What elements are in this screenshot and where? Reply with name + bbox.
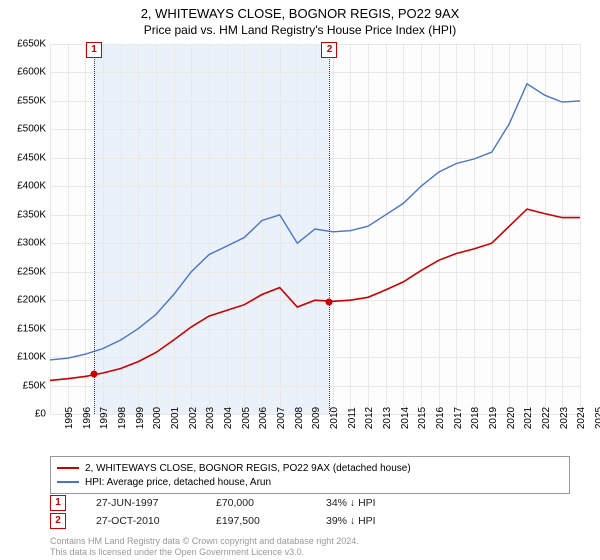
y-tick-label: £250K: [17, 266, 46, 277]
sale-marker-2: 2: [50, 513, 66, 529]
legend-label-hpi: HPI: Average price, detached house, Arun: [85, 477, 271, 488]
sale-date-1: 27-JUN-1997: [96, 497, 186, 509]
y-tick-label: £350K: [17, 209, 46, 220]
y-tick-label: £50K: [23, 380, 46, 391]
legend-label-address: 2, WHITEWAYS CLOSE, BOGNOR REGIS, PO22 9…: [85, 463, 411, 474]
footer-line-1: Contains HM Land Registry data © Crown c…: [50, 536, 580, 547]
chart-footer: Contains HM Land Registry data © Crown c…: [50, 536, 580, 558]
sale-row-1: 1 27-JUN-1997 £70,000 34% ↓ HPI: [50, 494, 580, 512]
gridline-v: [580, 44, 581, 414]
sale-point-dot: [326, 298, 333, 305]
sale-vline: [329, 44, 330, 414]
x-tick-label: 2025: [580, 407, 600, 429]
y-tick-label: £100K: [17, 352, 46, 363]
sale-marker-1: 1: [50, 495, 66, 511]
legend-swatch-hpi: [57, 481, 79, 483]
legend-item-address: 2, WHITEWAYS CLOSE, BOGNOR REGIS, PO22 9…: [57, 461, 563, 475]
series-line-hpi_arun: [50, 84, 580, 360]
sale-delta-1: 34% ↓ HPI: [326, 497, 376, 509]
chart-title-address: 2, WHITEWAYS CLOSE, BOGNOR REGIS, PO22 9…: [0, 6, 600, 21]
chart-lines-svg: [50, 44, 580, 414]
sale-vline: [94, 44, 95, 414]
sale-price-2: £197,500: [216, 515, 296, 527]
legend-item-hpi: HPI: Average price, detached house, Arun: [57, 475, 563, 489]
y-tick-label: £200K: [17, 295, 46, 306]
chart-legend: 2, WHITEWAYS CLOSE, BOGNOR REGIS, PO22 9…: [50, 456, 570, 494]
sale-row-2: 2 27-OCT-2010 £197,500 39% ↓ HPI: [50, 512, 580, 530]
sale-marker-box: 2: [321, 42, 337, 58]
sale-date-2: 27-OCT-2010: [96, 515, 186, 527]
y-tick-label: £600K: [17, 67, 46, 78]
chart-plot-area: 12 £0£50K£100K£150K£200K£250K£300K£350K£…: [50, 44, 580, 414]
y-tick-label: £500K: [17, 124, 46, 135]
chart-subtitle: Price paid vs. HM Land Registry's House …: [0, 23, 600, 37]
footer-line-2: This data is licensed under the Open Gov…: [50, 547, 580, 558]
y-tick-label: £450K: [17, 152, 46, 163]
y-tick-label: £300K: [17, 238, 46, 249]
sale-point-dot: [90, 371, 97, 378]
legend-swatch-address: [57, 467, 79, 469]
sale-delta-2: 39% ↓ HPI: [326, 515, 376, 527]
sale-marker-box: 1: [86, 42, 102, 58]
sale-entries: 1 27-JUN-1997 £70,000 34% ↓ HPI 2 27-OCT…: [50, 494, 580, 530]
sale-price-1: £70,000: [216, 497, 296, 509]
y-tick-label: £550K: [17, 95, 46, 106]
series-line-address_price: [50, 209, 580, 380]
y-tick-label: £150K: [17, 323, 46, 334]
chart-titles: 2, WHITEWAYS CLOSE, BOGNOR REGIS, PO22 9…: [0, 0, 600, 37]
y-tick-label: £400K: [17, 181, 46, 192]
y-tick-label: £0: [35, 409, 46, 420]
y-tick-label: £650K: [17, 39, 46, 50]
